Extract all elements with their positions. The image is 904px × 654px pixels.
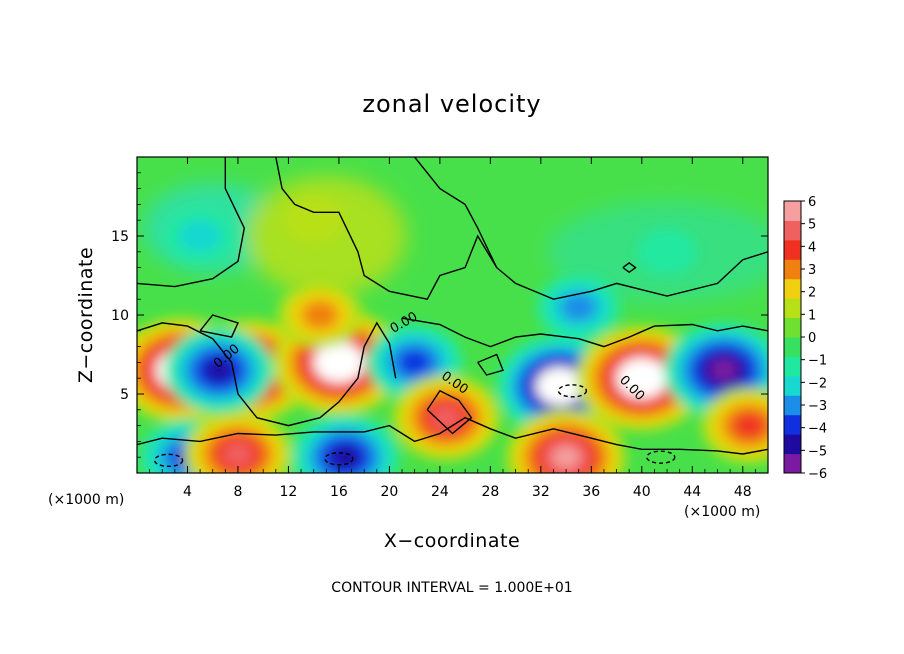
field-region bbox=[183, 411, 292, 473]
region-core bbox=[535, 366, 584, 406]
colorbar-tick-label: 6 bbox=[808, 195, 816, 210]
colorbar-tick-label: −2 bbox=[808, 376, 827, 391]
field-region bbox=[575, 325, 708, 432]
zero-contours bbox=[137, 157, 768, 468]
colorbar-swatch bbox=[784, 220, 801, 241]
colorbar-swatch bbox=[784, 259, 801, 280]
y-tick-label: 10 bbox=[111, 308, 129, 324]
colorbar-tick-label: 5 bbox=[808, 218, 816, 233]
field-region bbox=[536, 274, 621, 341]
region-level bbox=[709, 359, 738, 382]
field-region bbox=[283, 197, 344, 244]
colorbar-tick-label: −3 bbox=[808, 399, 827, 414]
x-tick-label: 40 bbox=[633, 484, 651, 500]
region-core bbox=[313, 342, 365, 383]
contour-line bbox=[199, 314, 239, 338]
contour-line bbox=[622, 262, 637, 274]
colorbar-tick-label: −1 bbox=[808, 354, 827, 369]
region-level bbox=[204, 358, 234, 383]
velocity-field: 0.000.000.00 0.00 bbox=[137, 157, 768, 473]
region-level bbox=[223, 442, 253, 466]
colorbar-tick-label: 2 bbox=[808, 286, 816, 301]
x-tick-label: 24 bbox=[431, 484, 449, 500]
x-tick-label: 8 bbox=[233, 484, 242, 500]
contour-line bbox=[414, 157, 498, 268]
region-level bbox=[301, 300, 338, 330]
contour-line bbox=[137, 416, 768, 455]
field-regions bbox=[137, 176, 768, 473]
region-level bbox=[552, 446, 580, 469]
colorbar-tick-label: 0 bbox=[808, 331, 816, 346]
contour-line bbox=[401, 317, 768, 348]
colorbar-swatch bbox=[784, 337, 801, 357]
colorbar-swatch bbox=[784, 356, 801, 377]
region-level bbox=[398, 349, 431, 376]
x-tick-label: 16 bbox=[330, 484, 348, 500]
colorbar-swatch bbox=[784, 317, 801, 338]
field-region bbox=[392, 374, 501, 461]
colorbar-swatch bbox=[784, 239, 801, 260]
region-core bbox=[616, 358, 667, 399]
x-tick-label: 36 bbox=[582, 484, 600, 500]
y-axis-label: Z−coordinate bbox=[75, 247, 97, 383]
colorbar-swatch bbox=[784, 298, 801, 319]
colorbar-tick-label: −4 bbox=[808, 422, 827, 437]
region-level bbox=[431, 405, 461, 430]
field-region bbox=[165, 327, 274, 414]
colorbar-swatch bbox=[784, 414, 801, 435]
y-tick-label: 5 bbox=[120, 387, 129, 403]
x-units-right: (×1000 m) bbox=[684, 504, 760, 520]
colorbar-swatch bbox=[784, 453, 801, 474]
x-tick-label: 44 bbox=[683, 484, 701, 500]
region-level bbox=[733, 412, 766, 439]
chart-title: zonal velocity bbox=[362, 90, 541, 118]
region-layer bbox=[137, 197, 768, 473]
contour-line bbox=[137, 157, 246, 288]
contour-line bbox=[477, 353, 504, 376]
y-tick-label: 15 bbox=[111, 229, 129, 245]
negative-contour bbox=[646, 450, 676, 464]
colorbar-tick-label: −5 bbox=[808, 444, 827, 459]
colorbar-tick-label: −6 bbox=[808, 467, 827, 482]
region-level bbox=[637, 228, 698, 275]
colorbar-swatch bbox=[784, 395, 801, 416]
contour-line bbox=[275, 157, 768, 300]
field-region bbox=[366, 324, 463, 401]
contour-interval-label: CONTOUR INTERVAL = 1.000E+01 bbox=[331, 580, 572, 596]
colorbar-tick-label: 3 bbox=[808, 263, 816, 278]
field-region bbox=[291, 414, 400, 473]
colorbar-tick-label: 4 bbox=[808, 240, 816, 255]
negative-contour bbox=[324, 452, 354, 466]
region-level bbox=[330, 445, 360, 469]
colorbar-tick-label: 1 bbox=[808, 308, 816, 323]
x-tick-label: 4 bbox=[183, 484, 192, 500]
field-region bbox=[637, 228, 698, 275]
field-region bbox=[277, 282, 362, 348]
x-tick-label: 12 bbox=[280, 484, 298, 500]
colorbar-swatch bbox=[784, 434, 801, 455]
x-axis-ticks: 4 8 12 16 20 24 28 32 36 40 44 48 bbox=[149, 157, 756, 500]
colorbar: 6 5 4 3 2 1 0 −1 −2 −3 −4 −5 −6 bbox=[783, 195, 827, 482]
colorbar-swatch bbox=[784, 201, 801, 221]
colorbar-swatch bbox=[784, 375, 801, 396]
y-axis-ticks: 5 10 15 bbox=[111, 172, 768, 458]
negative-contour bbox=[153, 453, 184, 468]
x-tick-label: 28 bbox=[481, 484, 499, 500]
x-axis-label: X−coordinate bbox=[384, 530, 520, 552]
region-level bbox=[178, 219, 222, 253]
x-tick-label: 48 bbox=[734, 484, 752, 500]
field-region bbox=[164, 208, 237, 264]
x-units-left: (×1000 m) bbox=[48, 492, 124, 508]
negative-contour bbox=[557, 384, 588, 398]
region-level bbox=[283, 197, 344, 244]
field-region bbox=[701, 387, 768, 464]
colorbar-swatch bbox=[784, 278, 801, 299]
region-level bbox=[560, 292, 597, 322]
x-tick-label: 32 bbox=[532, 484, 550, 500]
x-tick-label: 20 bbox=[380, 484, 398, 500]
contour-line bbox=[426, 389, 473, 435]
contour-line bbox=[137, 321, 397, 427]
field-region bbox=[506, 409, 627, 473]
